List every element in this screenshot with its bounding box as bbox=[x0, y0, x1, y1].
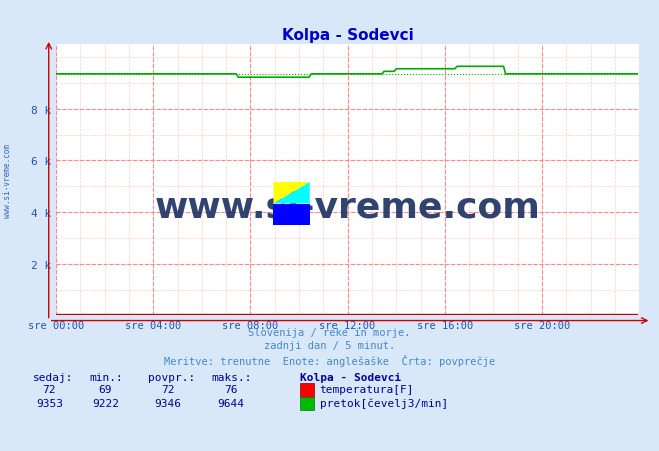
Title: Kolpa - Sodevci: Kolpa - Sodevci bbox=[282, 28, 413, 42]
Text: 9644: 9644 bbox=[217, 398, 244, 408]
Text: www.si-vreme.com: www.si-vreme.com bbox=[155, 190, 540, 225]
Text: 9353: 9353 bbox=[36, 398, 63, 408]
Text: Meritve: trenutne  Enote: anglešaške  Črta: povprečje: Meritve: trenutne Enote: anglešaške Črta… bbox=[164, 354, 495, 366]
Text: 69: 69 bbox=[99, 384, 112, 394]
Text: www.si-vreme.com: www.si-vreme.com bbox=[3, 143, 13, 217]
Text: pretok[čevelj3/min]: pretok[čevelj3/min] bbox=[320, 398, 448, 408]
Text: temperatura[F]: temperatura[F] bbox=[320, 384, 414, 394]
Text: 9222: 9222 bbox=[92, 398, 119, 408]
Polygon shape bbox=[273, 183, 310, 204]
Text: Slovenija / reke in morje.: Slovenija / reke in morje. bbox=[248, 327, 411, 337]
Text: Kolpa - Sodevci: Kolpa - Sodevci bbox=[300, 372, 401, 382]
Polygon shape bbox=[273, 204, 310, 226]
Text: zadnji dan / 5 minut.: zadnji dan / 5 minut. bbox=[264, 341, 395, 350]
Text: 72: 72 bbox=[43, 384, 56, 394]
Text: 72: 72 bbox=[161, 384, 175, 394]
Text: sedaj:: sedaj: bbox=[33, 372, 73, 382]
Text: maks.:: maks.: bbox=[211, 372, 251, 382]
Text: 9346: 9346 bbox=[155, 398, 181, 408]
Polygon shape bbox=[273, 183, 310, 204]
Text: min.:: min.: bbox=[89, 372, 123, 382]
Text: povpr.:: povpr.: bbox=[148, 372, 196, 382]
Text: 76: 76 bbox=[224, 384, 237, 394]
